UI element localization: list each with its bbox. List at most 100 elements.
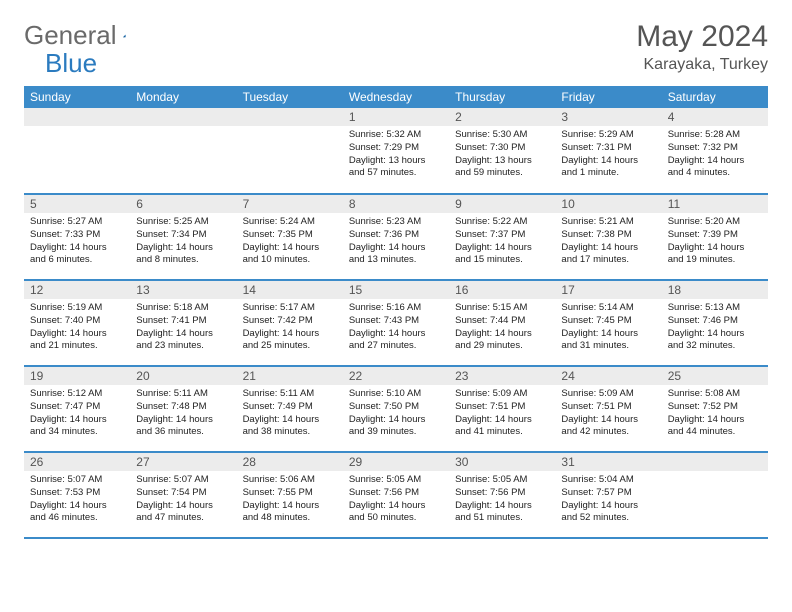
daylight: Daylight: 14 hours and 36 minutes. xyxy=(136,414,230,440)
day-details: Sunrise: 5:09 AMSunset: 7:51 PMDaylight:… xyxy=(449,385,555,443)
dow-fri: Friday xyxy=(555,86,661,108)
sunrise: Sunrise: 5:15 AM xyxy=(455,302,549,315)
sunrise: Sunrise: 5:07 AM xyxy=(30,474,124,487)
day-details: Sunrise: 5:22 AMSunset: 7:37 PMDaylight:… xyxy=(449,213,555,271)
sunset: Sunset: 7:50 PM xyxy=(349,401,443,414)
day-cell xyxy=(24,108,130,194)
sunrise: Sunrise: 5:14 AM xyxy=(561,302,655,315)
location: Karayaka, Turkey xyxy=(636,56,768,74)
daylight: Daylight: 14 hours and 51 minutes. xyxy=(455,500,549,526)
sunset: Sunset: 7:39 PM xyxy=(668,229,762,242)
day-cell: 30Sunrise: 5:05 AMSunset: 7:56 PMDayligh… xyxy=(449,452,555,538)
day-details: Sunrise: 5:28 AMSunset: 7:32 PMDaylight:… xyxy=(662,126,768,184)
day-cell: 22Sunrise: 5:10 AMSunset: 7:50 PMDayligh… xyxy=(343,366,449,452)
day-number: 13 xyxy=(130,281,236,299)
day-cell: 17Sunrise: 5:14 AMSunset: 7:45 PMDayligh… xyxy=(555,280,661,366)
sunset: Sunset: 7:55 PM xyxy=(243,487,337,500)
daylight: Daylight: 14 hours and 47 minutes. xyxy=(136,500,230,526)
day-cell: 20Sunrise: 5:11 AMSunset: 7:48 PMDayligh… xyxy=(130,366,236,452)
sunset: Sunset: 7:33 PM xyxy=(30,229,124,242)
sunrise: Sunrise: 5:07 AM xyxy=(136,474,230,487)
day-cell: 24Sunrise: 5:09 AMSunset: 7:51 PMDayligh… xyxy=(555,366,661,452)
sunrise: Sunrise: 5:22 AM xyxy=(455,216,549,229)
daylight: Daylight: 14 hours and 42 minutes. xyxy=(561,414,655,440)
day-number: 5 xyxy=(24,195,130,213)
sunset: Sunset: 7:37 PM xyxy=(455,229,549,242)
day-number: 19 xyxy=(24,367,130,385)
sunrise: Sunrise: 5:21 AM xyxy=(561,216,655,229)
day-details: Sunrise: 5:06 AMSunset: 7:55 PMDaylight:… xyxy=(237,471,343,529)
sunrise: Sunrise: 5:17 AM xyxy=(243,302,337,315)
sunset: Sunset: 7:31 PM xyxy=(561,142,655,155)
sunset: Sunset: 7:48 PM xyxy=(136,401,230,414)
day-cell: 4Sunrise: 5:28 AMSunset: 7:32 PMDaylight… xyxy=(662,108,768,194)
day-details: Sunrise: 5:30 AMSunset: 7:30 PMDaylight:… xyxy=(449,126,555,184)
daylight: Daylight: 14 hours and 52 minutes. xyxy=(561,500,655,526)
day-cell: 2Sunrise: 5:30 AMSunset: 7:30 PMDaylight… xyxy=(449,108,555,194)
day-cell xyxy=(130,108,236,194)
day-number: 8 xyxy=(343,195,449,213)
sunrise: Sunrise: 5:32 AM xyxy=(349,129,443,142)
day-cell xyxy=(662,452,768,538)
day-cell: 23Sunrise: 5:09 AMSunset: 7:51 PMDayligh… xyxy=(449,366,555,452)
sunrise: Sunrise: 5:05 AM xyxy=(455,474,549,487)
logo-text-blue: Blue xyxy=(45,48,97,79)
day-number: 31 xyxy=(555,453,661,471)
daylight: Daylight: 14 hours and 10 minutes. xyxy=(243,242,337,268)
day-cell: 6Sunrise: 5:25 AMSunset: 7:34 PMDaylight… xyxy=(130,194,236,280)
day-number: 10 xyxy=(555,195,661,213)
day-details: Sunrise: 5:07 AMSunset: 7:54 PMDaylight:… xyxy=(130,471,236,529)
day-cell: 14Sunrise: 5:17 AMSunset: 7:42 PMDayligh… xyxy=(237,280,343,366)
day-details: Sunrise: 5:29 AMSunset: 7:31 PMDaylight:… xyxy=(555,126,661,184)
day-details: Sunrise: 5:07 AMSunset: 7:53 PMDaylight:… xyxy=(24,471,130,529)
day-number: 22 xyxy=(343,367,449,385)
sunset: Sunset: 7:29 PM xyxy=(349,142,443,155)
sunset: Sunset: 7:57 PM xyxy=(561,487,655,500)
day-details: Sunrise: 5:16 AMSunset: 7:43 PMDaylight:… xyxy=(343,299,449,357)
day-cell: 27Sunrise: 5:07 AMSunset: 7:54 PMDayligh… xyxy=(130,452,236,538)
week-row: 1Sunrise: 5:32 AMSunset: 7:29 PMDaylight… xyxy=(24,108,768,194)
sunset: Sunset: 7:45 PM xyxy=(561,315,655,328)
day-number: 18 xyxy=(662,281,768,299)
day-cell: 16Sunrise: 5:15 AMSunset: 7:44 PMDayligh… xyxy=(449,280,555,366)
day-cell: 19Sunrise: 5:12 AMSunset: 7:47 PMDayligh… xyxy=(24,366,130,452)
sunset: Sunset: 7:30 PM xyxy=(455,142,549,155)
daylight: Daylight: 14 hours and 46 minutes. xyxy=(30,500,124,526)
sunset: Sunset: 7:56 PM xyxy=(455,487,549,500)
day-number: 27 xyxy=(130,453,236,471)
sunrise: Sunrise: 5:11 AM xyxy=(136,388,230,401)
calendar-table: Sunday Monday Tuesday Wednesday Thursday… xyxy=(24,86,768,539)
day-details: Sunrise: 5:05 AMSunset: 7:56 PMDaylight:… xyxy=(343,471,449,529)
sunrise: Sunrise: 5:16 AM xyxy=(349,302,443,315)
day-details: Sunrise: 5:23 AMSunset: 7:36 PMDaylight:… xyxy=(343,213,449,271)
day-number: 23 xyxy=(449,367,555,385)
daylight: Daylight: 14 hours and 38 minutes. xyxy=(243,414,337,440)
week-row: 26Sunrise: 5:07 AMSunset: 7:53 PMDayligh… xyxy=(24,452,768,538)
day-cell: 12Sunrise: 5:19 AMSunset: 7:40 PMDayligh… xyxy=(24,280,130,366)
daylight: Daylight: 14 hours and 13 minutes. xyxy=(349,242,443,268)
day-details: Sunrise: 5:21 AMSunset: 7:38 PMDaylight:… xyxy=(555,213,661,271)
logo-text-general: General xyxy=(24,20,117,51)
sunrise: Sunrise: 5:08 AM xyxy=(668,388,762,401)
day-cell xyxy=(237,108,343,194)
sunrise: Sunrise: 5:23 AM xyxy=(349,216,443,229)
day-details: Sunrise: 5:11 AMSunset: 7:48 PMDaylight:… xyxy=(130,385,236,443)
daylight: Daylight: 14 hours and 17 minutes. xyxy=(561,242,655,268)
day-cell: 21Sunrise: 5:11 AMSunset: 7:49 PMDayligh… xyxy=(237,366,343,452)
week-row: 5Sunrise: 5:27 AMSunset: 7:33 PMDaylight… xyxy=(24,194,768,280)
week-row: 12Sunrise: 5:19 AMSunset: 7:40 PMDayligh… xyxy=(24,280,768,366)
dow-tue: Tuesday xyxy=(237,86,343,108)
sunrise: Sunrise: 5:09 AM xyxy=(455,388,549,401)
day-cell: 13Sunrise: 5:18 AMSunset: 7:41 PMDayligh… xyxy=(130,280,236,366)
sunrise: Sunrise: 5:18 AM xyxy=(136,302,230,315)
daylight: Daylight: 14 hours and 44 minutes. xyxy=(668,414,762,440)
daylight: Daylight: 14 hours and 6 minutes. xyxy=(30,242,124,268)
day-cell: 7Sunrise: 5:24 AMSunset: 7:35 PMDaylight… xyxy=(237,194,343,280)
day-cell: 15Sunrise: 5:16 AMSunset: 7:43 PMDayligh… xyxy=(343,280,449,366)
day-number: 21 xyxy=(237,367,343,385)
day-number: 12 xyxy=(24,281,130,299)
day-number: 24 xyxy=(555,367,661,385)
daylight: Daylight: 14 hours and 15 minutes. xyxy=(455,242,549,268)
month-title: May 2024 xyxy=(636,20,768,54)
day-details: Sunrise: 5:12 AMSunset: 7:47 PMDaylight:… xyxy=(24,385,130,443)
